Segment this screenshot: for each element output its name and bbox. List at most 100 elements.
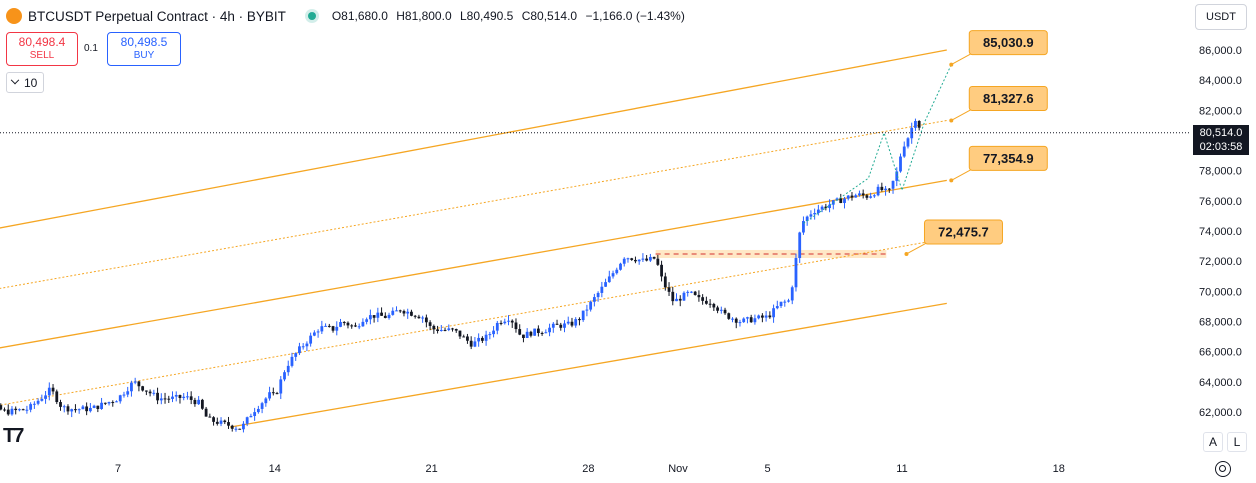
buy-button[interactable]: 80,498.5 BUY [107, 32, 181, 66]
candle-body [227, 422, 230, 426]
candle-body [174, 395, 178, 397]
candle-body [148, 391, 152, 394]
y-tick-label: 82,000.0 [1199, 105, 1242, 117]
forecast-line [803, 64, 952, 224]
candle-body [492, 330, 495, 335]
candle-body [600, 286, 604, 293]
candle-body [312, 332, 316, 336]
candle-body [596, 292, 600, 298]
candle-body [578, 319, 581, 321]
candle-body [410, 311, 413, 316]
candle-body [869, 196, 873, 198]
candle-body [238, 428, 242, 430]
target-point [949, 62, 954, 67]
candle-body [499, 322, 503, 324]
candle-body [619, 263, 622, 270]
candle-body [645, 258, 649, 261]
gear-icon[interactable] [1215, 461, 1231, 477]
candle-body [454, 329, 458, 331]
candle-body [242, 423, 245, 430]
candle-body [701, 297, 705, 301]
candle-body [294, 353, 298, 357]
candle-body [902, 146, 906, 157]
candle-body [540, 332, 544, 334]
candle-body [802, 221, 805, 233]
candle-body [447, 328, 451, 330]
candle-body [671, 291, 675, 302]
y-tick-label: 76,000.0 [1199, 196, 1242, 208]
candle-body [107, 402, 111, 404]
candle-body [189, 396, 193, 400]
candle-body [480, 337, 484, 341]
candle-body [290, 356, 294, 366]
sell-button[interactable]: 80,498.4 SELL [6, 32, 78, 66]
candle-body [630, 258, 634, 260]
candle-body [753, 318, 757, 323]
channel-line-3 [0, 238, 947, 406]
spread-value: 0.1 [84, 43, 98, 54]
candle-body [59, 402, 62, 407]
candle-body [536, 328, 540, 333]
candle-body [828, 204, 831, 209]
candle-body [880, 186, 884, 191]
candle-body [249, 415, 253, 418]
candle-body [380, 312, 383, 316]
candle-body [260, 403, 264, 409]
candle-body [473, 341, 477, 347]
candle-body [436, 329, 439, 331]
quantity-dropdown[interactable]: 10 [6, 72, 44, 93]
candle-body [652, 256, 656, 259]
live-status-icon [307, 12, 316, 20]
x-tick-label: 7 [115, 463, 121, 475]
candle-body [406, 311, 410, 314]
channel-line-1 [0, 119, 947, 289]
close-value: C80,514.0 [521, 9, 578, 23]
candle-body [522, 334, 525, 338]
y-tick-label: 64,000.0 [1199, 377, 1242, 389]
candle-body [861, 193, 865, 196]
price-axis[interactable]: 62,000.0 64,000.0 66,000.0 68,000.0 70,000.0… [1199, 45, 1242, 419]
candle-body [81, 406, 85, 410]
candle-body [787, 300, 790, 302]
target-point [904, 251, 909, 256]
candle-body [749, 317, 753, 323]
candle-body [656, 258, 660, 265]
candle-body [626, 258, 630, 260]
candle-body [376, 312, 380, 318]
log-scale-button[interactable]: L [1227, 432, 1247, 452]
regression-channel [0, 49, 947, 428]
candle-body [74, 409, 77, 411]
time-axis[interactable]: 7 14 21 28 Nov 5 11 18 [115, 463, 1065, 475]
currency-selector[interactable]: USDT [1195, 4, 1247, 30]
symbol-title[interactable]: BTCUSDT Perpetual Contract · 4h · BYBIT [28, 8, 286, 24]
candle-body [85, 406, 89, 412]
candle-body [144, 390, 148, 392]
candle-body [443, 329, 447, 331]
target-connector [906, 241, 929, 255]
candle-body [141, 386, 145, 391]
candle-body [910, 127, 914, 139]
candle-body [551, 323, 555, 328]
candle-body [421, 317, 425, 319]
target-label-text: 77,354.9 [983, 151, 1034, 166]
candle-body [264, 398, 268, 404]
buy-price: 80,498.5 [120, 35, 168, 49]
candle-body [193, 399, 197, 405]
candle-body [697, 294, 701, 298]
candle-body [525, 331, 529, 338]
bitcoin-icon [6, 8, 22, 24]
candle-body [36, 400, 40, 404]
x-tick-label: 28 [582, 463, 594, 475]
candle-body [574, 319, 578, 326]
candle-body [62, 406, 66, 408]
target-connector [951, 108, 974, 121]
auto-scale-button[interactable]: A [1203, 432, 1223, 452]
candle-body [324, 325, 327, 327]
ohlc-values: O81,680.0 H81,800.0 L80,490.5 C80,514.0 … [332, 9, 690, 23]
candle-body [727, 313, 731, 319]
candle-body [29, 404, 33, 410]
horizontal-level [655, 249, 887, 258]
candle-body [887, 188, 891, 190]
candle-body [772, 308, 775, 318]
